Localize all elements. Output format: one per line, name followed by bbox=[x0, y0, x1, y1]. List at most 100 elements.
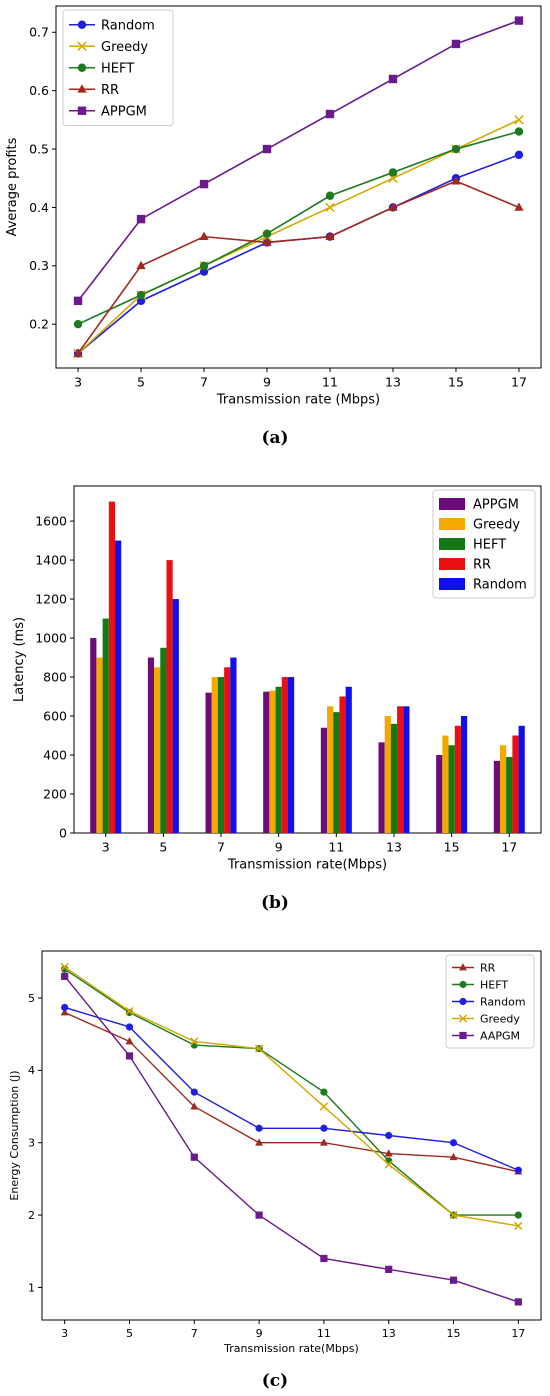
data-point-random bbox=[136, 296, 146, 306]
legend-label-greedy: Greedy bbox=[101, 40, 148, 55]
bar-random bbox=[172, 599, 179, 833]
data-point-rr bbox=[388, 202, 398, 211]
data-point-appgm bbox=[262, 144, 272, 154]
bar-heft bbox=[448, 745, 455, 833]
bar-rr bbox=[397, 706, 404, 833]
x-axis-label: Transmission rate (Mbps) bbox=[216, 393, 380, 408]
bar-rr bbox=[454, 725, 461, 833]
x-tick-label: 17 bbox=[511, 375, 527, 390]
x-tick-label: 15 bbox=[448, 375, 464, 390]
series-line-greedy bbox=[64, 966, 519, 1227]
data-point-heft bbox=[514, 1211, 522, 1219]
data-point-random bbox=[385, 1131, 393, 1140]
data-point-appgm bbox=[514, 16, 524, 25]
bar-appgm bbox=[378, 742, 385, 833]
x-tick-label: 11 bbox=[328, 840, 344, 855]
y-tick-label: 1200 bbox=[35, 591, 67, 606]
latency-bar-chart: 3 5 7 9 11 13 15 17 0 200 400 600 800 1000 1200 1400 160… bbox=[12, 485, 542, 873]
y-axis-label: Latency (ms) bbox=[12, 617, 27, 702]
bar-rr bbox=[166, 560, 173, 833]
x-tick-label: 3 bbox=[74, 375, 82, 390]
data-point-rr bbox=[325, 231, 335, 240]
series-line-random bbox=[77, 154, 520, 355]
data-point-rr bbox=[60, 1008, 69, 1016]
caption-c: (c) bbox=[261, 1371, 289, 1391]
x-tick-label: 5 bbox=[159, 840, 167, 855]
data-point-rr bbox=[449, 1152, 458, 1161]
y-tick-label: 0 bbox=[59, 825, 67, 840]
x-tick-label: 9 bbox=[275, 840, 283, 855]
y-tick-label: 0.7 bbox=[29, 25, 49, 40]
y-tick-label: 0.3 bbox=[29, 258, 49, 273]
bar-heft bbox=[217, 677, 225, 833]
y-tick-label: 4 bbox=[28, 1064, 35, 1077]
data-point-appgm bbox=[325, 109, 335, 119]
caption-b: (b) bbox=[261, 893, 289, 913]
data-point-appgm bbox=[73, 296, 83, 306]
bar-appgm bbox=[320, 727, 328, 833]
data-point-aapgm bbox=[125, 1052, 134, 1060]
data-point-rr bbox=[255, 1138, 264, 1146]
data-point-appgm bbox=[199, 179, 209, 189]
data-point-heft bbox=[262, 229, 272, 238]
x-tick-label: 17 bbox=[511, 1327, 525, 1340]
bar-heft bbox=[390, 723, 398, 833]
data-point-appgm bbox=[388, 74, 398, 84]
legend-swatch-appgm bbox=[439, 498, 465, 510]
bar-appgm bbox=[90, 638, 97, 833]
data-point-rr bbox=[451, 176, 461, 185]
data-point-heft bbox=[385, 1157, 393, 1165]
x-axis-label: Transmission rate(Mbps) bbox=[223, 1342, 359, 1355]
data-point-appgm bbox=[451, 39, 461, 49]
y-tick-label: 1 bbox=[28, 1281, 35, 1294]
data-point-greedy bbox=[319, 1102, 329, 1111]
x-tick-label: 11 bbox=[322, 375, 338, 390]
y-tick-label: 0.2 bbox=[29, 317, 49, 332]
data-point-rr bbox=[262, 237, 272, 246]
bar-appgm bbox=[263, 691, 270, 833]
y-tick-label: 0.6 bbox=[29, 83, 49, 98]
bar-rr bbox=[339, 696, 346, 833]
bar-greedy bbox=[499, 745, 507, 833]
data-point-aapgm bbox=[385, 1265, 393, 1273]
data-point-heft bbox=[514, 127, 524, 136]
bar-random bbox=[518, 725, 525, 833]
bar-heft bbox=[333, 712, 340, 833]
y-tick-label: 2 bbox=[28, 1209, 35, 1222]
data-point-heft bbox=[325, 191, 335, 200]
y-axis-label: Average profits bbox=[5, 137, 20, 236]
bar-random bbox=[230, 657, 237, 833]
x-tick-label: 7 bbox=[200, 375, 208, 390]
y-tick-label: 1400 bbox=[35, 552, 67, 567]
legend-label-heft: HEFT bbox=[101, 61, 134, 76]
plot-frame bbox=[41, 950, 542, 1321]
bar-heft bbox=[160, 647, 167, 833]
data-point-random bbox=[320, 1124, 328, 1132]
legend-marker-random bbox=[459, 997, 467, 1006]
data-point-greedy bbox=[449, 1210, 458, 1220]
bar-greedy bbox=[327, 706, 334, 833]
x-tick-label: 13 bbox=[385, 375, 401, 390]
bar-greedy bbox=[96, 657, 103, 833]
x-tick-label: 11 bbox=[317, 1327, 331, 1340]
x-tick-label: 3 bbox=[61, 1327, 68, 1340]
data-point-aapgm bbox=[320, 1254, 328, 1263]
legend-label-rr: RR bbox=[101, 83, 119, 98]
data-point-random bbox=[514, 1166, 522, 1174]
series-line-greedy bbox=[77, 119, 520, 354]
legend-label-heft: HEFT bbox=[480, 978, 508, 991]
caption-a: (a) bbox=[261, 428, 289, 448]
series-line-rr bbox=[64, 1011, 519, 1173]
data-point-heft bbox=[320, 1088, 328, 1096]
y-tick-label: 800 bbox=[43, 669, 67, 684]
legend-marker-rr bbox=[77, 84, 87, 93]
y-tick-label: 1000 bbox=[35, 630, 67, 645]
bar-random bbox=[345, 686, 352, 833]
data-point-random bbox=[255, 1124, 263, 1132]
legend-label-random: Random bbox=[480, 995, 526, 1008]
data-point-heft bbox=[190, 1041, 198, 1049]
bar-heft bbox=[506, 756, 513, 833]
data-point-heft bbox=[125, 1008, 134, 1017]
data-point-random bbox=[199, 267, 209, 276]
data-point-heft bbox=[61, 965, 69, 973]
